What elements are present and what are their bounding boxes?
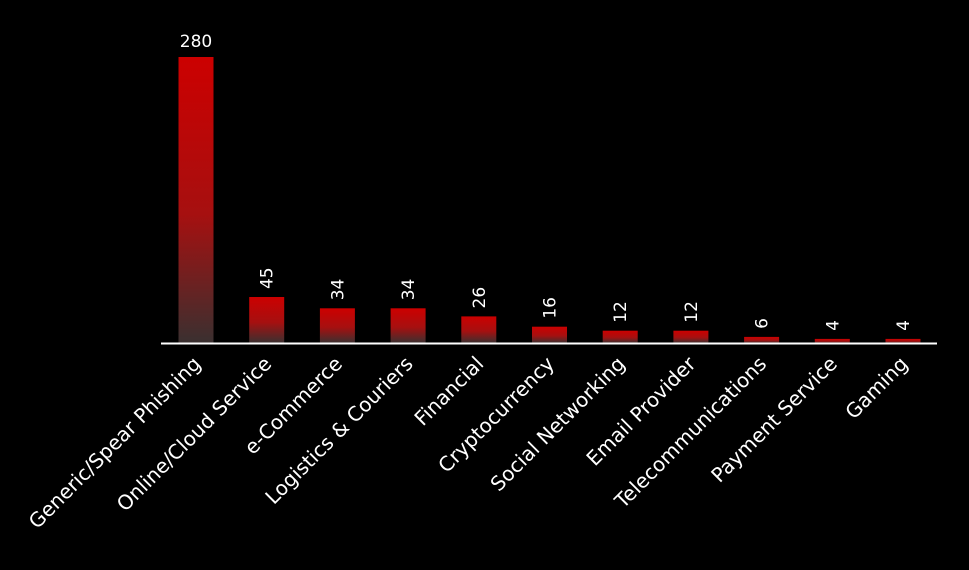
value-label-2: 34 (328, 279, 348, 301)
bars-layer (178, 57, 921, 343)
value-label-1: 45 (258, 267, 278, 289)
value-label-4: 26 (470, 287, 490, 309)
category-label-10: Gaming (840, 352, 912, 424)
value-label-9: 4 (823, 320, 843, 331)
value-label-0: 280 (180, 32, 212, 52)
bar-4 (461, 316, 497, 343)
bar-9 (814, 338, 850, 343)
bar-5 (532, 326, 567, 343)
value-labels-layer: 280 45 34 34 26 16 12 12 6 4 4 (180, 32, 914, 331)
value-label-10: 4 (894, 320, 914, 331)
bar-0 (178, 57, 214, 343)
bar-2 (319, 308, 355, 343)
bar-10 (885, 338, 921, 343)
value-label-7: 12 (682, 301, 702, 323)
bar-8 (744, 336, 780, 343)
category-label-6: Social Networking (485, 352, 629, 496)
value-label-6: 12 (611, 301, 631, 323)
bar-1 (249, 297, 285, 343)
bar-7 (673, 330, 709, 343)
bar-6 (602, 330, 638, 343)
bar-3 (390, 308, 426, 343)
category-label-9: Payment Service (706, 352, 842, 488)
value-label-8: 6 (753, 318, 773, 329)
value-label-3: 34 (399, 279, 419, 301)
value-label-5: 16 (541, 297, 561, 319)
